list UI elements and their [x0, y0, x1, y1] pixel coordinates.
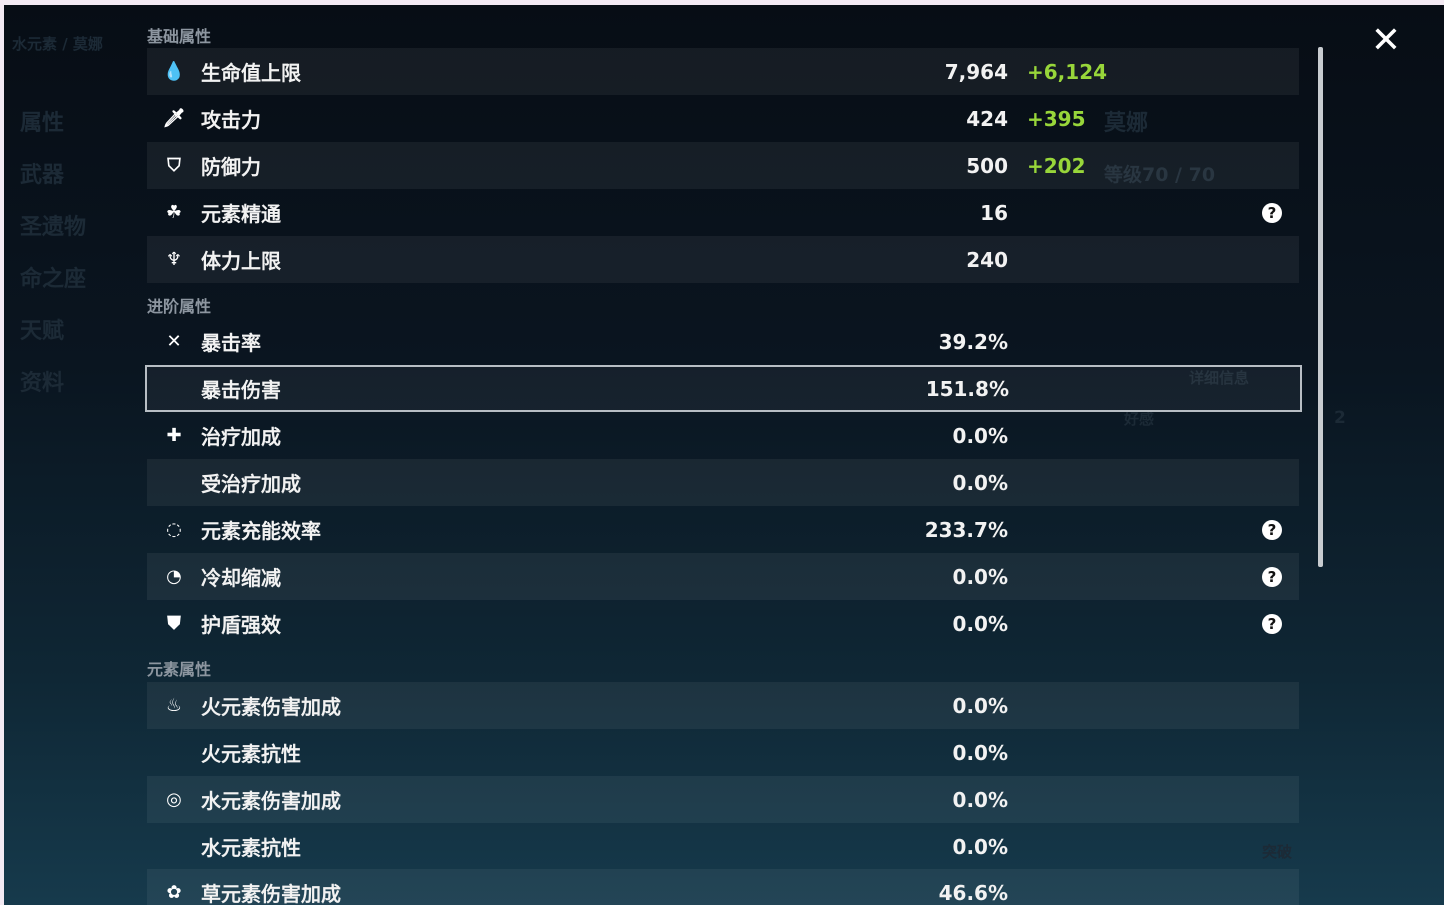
stat-value: 0.0% [952, 423, 1008, 448]
stat-bonus: +395 [1027, 106, 1086, 131]
stat-value: 16 [980, 200, 1008, 225]
stat-value: 424 [966, 106, 1008, 131]
stat-row[interactable]: 暴击伤害 151.8% [145, 365, 1302, 412]
stat-label: 护盾强效 [201, 613, 281, 637]
stat-value: 0.0% [952, 470, 1008, 495]
stat-value: 0.0% [952, 693, 1008, 718]
stat-label: 草元素伤害加成 [201, 882, 341, 905]
stat-bonus: +202 [1027, 153, 1086, 178]
stat-row[interactable]: ⛊ 护盾强效 0.0%? [147, 600, 1299, 647]
stat-value: 0.0% [952, 834, 1008, 859]
close-button[interactable]: ✕ [1368, 23, 1404, 59]
healing-cross-icon: ✚ [166, 425, 182, 446]
stat-value: 151.8% [925, 376, 1009, 401]
stat-label: 攻击力 [201, 108, 261, 132]
stat-row[interactable]: ✚ 治疗加成 0.0% [147, 412, 1299, 459]
section-elemental: 元素属性 [147, 660, 212, 679]
sword-icon: 🗡 [162, 108, 186, 129]
stat-row[interactable]: 🗡 攻击力 424 +395 [147, 95, 1299, 142]
close-icon: ✕ [1370, 20, 1402, 61]
stat-value: 0.0% [952, 611, 1008, 636]
shield-icon: ⛉ [167, 155, 181, 176]
crit-rate-icon: ✕ [166, 331, 182, 352]
stat-row[interactable]: ⛉ 防御力 500 +202 [147, 142, 1299, 189]
shield-strength-icon: ⛊ [167, 613, 181, 634]
section-advanced: 进阶属性 [147, 297, 212, 316]
stat-value: 0.0% [952, 740, 1008, 765]
stat-value: 233.7% [924, 517, 1008, 542]
stat-value: 0.0% [952, 564, 1008, 589]
stat-label: 水元素伤害加成 [201, 789, 341, 813]
stat-label: 元素精通 [201, 202, 281, 226]
stat-row[interactable]: ◔ 冷却缩减 0.0%? [147, 553, 1299, 600]
stat-row[interactable]: ♨ 火元素伤害加成 0.0% [147, 682, 1299, 729]
character-screen: 水元素 / 莫娜 属性武器圣遗物命之座天赋资料 莫娜 等级70 / 70 详细信… [4, 5, 1444, 905]
stat-value: 46.6% [938, 880, 1008, 905]
stat-label: 受治疗加成 [201, 472, 301, 496]
bg-breakthrough: 突破 [1262, 843, 1293, 861]
stat-row[interactable]: ✕ 暴击率 39.2% [147, 318, 1299, 365]
stat-row[interactable]: 火元素抗性 0.0% [147, 729, 1299, 776]
stat-row[interactable]: ♆ 体力上限 240 [147, 236, 1299, 283]
hp-drop-icon: 💧 [162, 61, 186, 82]
bg-favor: 好感 [1124, 410, 1155, 428]
bg-element-name: 水元素 / 莫娜 [12, 35, 103, 53]
stat-value: 0.0% [952, 787, 1008, 812]
bg-level: 等级70 / 70 [1104, 164, 1216, 186]
stat-row[interactable]: ◌ 元素充能效率 233.7%? [147, 506, 1299, 553]
help-icon[interactable]: ? [1262, 613, 1282, 634]
stat-row[interactable]: 水元素抗性 0.0% [147, 823, 1299, 870]
stat-label: 水元素抗性 [201, 836, 301, 860]
stat-bonus: +6,124 [1027, 59, 1108, 84]
bg-menu-item: 天赋 [20, 319, 65, 344]
dendro-icon: ✿ [166, 882, 182, 903]
elemental-mastery-icon: ☘ [165, 202, 183, 223]
stat-label: 暴击率 [201, 331, 261, 355]
scrollbar[interactable] [1318, 47, 1323, 567]
bg-character-name: 莫娜 [1104, 111, 1149, 136]
section-base: 基础属性 [147, 27, 212, 46]
bg-menu-item: 属性 [20, 111, 65, 136]
bg-menu-item: 命之座 [20, 267, 87, 292]
stat-row[interactable]: ☘ 元素精通 16? [147, 189, 1299, 236]
bg-menu-item: 资料 [20, 371, 65, 396]
bg-detail-button: 详细信息 [1189, 369, 1250, 387]
stamina-icon: ♆ [165, 249, 183, 270]
cooldown-icon: ◔ [166, 566, 182, 587]
stat-label: 生命值上限 [201, 61, 301, 85]
stat-value: 240 [966, 247, 1008, 272]
stat-row[interactable]: ◎ 水元素伤害加成 0.0% [147, 776, 1299, 823]
help-icon[interactable]: ? [1262, 202, 1282, 223]
stat-label: 体力上限 [201, 249, 281, 273]
help-icon[interactable]: ? [1262, 519, 1282, 540]
stat-label: 冷却缩减 [201, 566, 281, 590]
help-icon[interactable]: ? [1262, 566, 1282, 587]
bg-menu-item: 武器 [20, 163, 65, 188]
bg-favor-value: 2 [1334, 408, 1346, 428]
stat-value: 7,964 [944, 59, 1008, 84]
energy-recharge-icon: ◌ [166, 519, 182, 540]
stat-label: 治疗加成 [201, 425, 281, 449]
stat-value: 39.2% [938, 329, 1008, 354]
stat-label: 防御力 [201, 155, 261, 179]
stat-value: 500 [966, 153, 1008, 178]
stat-row[interactable]: ✿ 草元素伤害加成 46.6% [147, 869, 1299, 905]
stat-label: 暴击伤害 [201, 378, 281, 402]
stat-label: 火元素伤害加成 [201, 695, 341, 719]
stat-row[interactable]: 受治疗加成 0.0% [147, 459, 1299, 506]
stat-label: 火元素抗性 [201, 742, 301, 766]
stat-label: 元素充能效率 [201, 519, 321, 543]
stat-row[interactable]: 💧 生命值上限 7,964 +6,124 [147, 48, 1299, 95]
pyro-icon: ♨ [165, 695, 183, 716]
hydro-icon: ◎ [166, 789, 182, 810]
bg-menu-item: 圣遗物 [20, 215, 87, 240]
